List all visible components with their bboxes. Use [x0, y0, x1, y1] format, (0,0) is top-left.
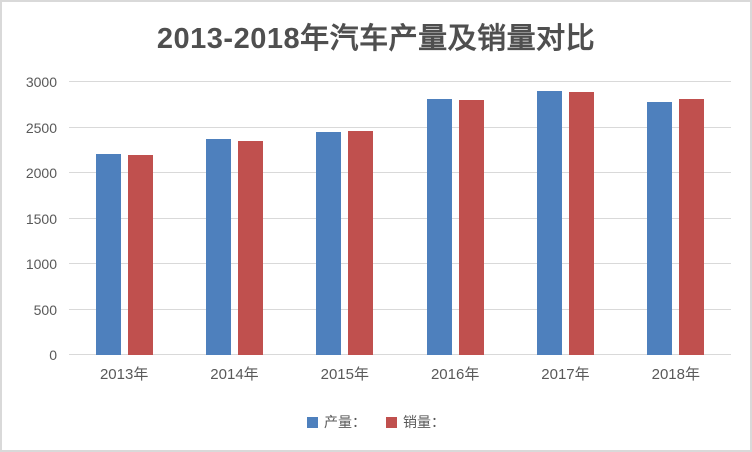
sales-bar: [568, 92, 594, 355]
sales-bar: [458, 99, 484, 355]
y-axis-tick-label: 2000: [25, 165, 57, 181]
bar-group: [621, 82, 731, 355]
x-axis-category-label: 2014年: [210, 366, 259, 383]
legend-label: 产量：: [324, 414, 366, 430]
y-axis-tick-label: 1000: [25, 256, 57, 272]
legend-item: 销量：: [386, 412, 445, 432]
legend: 产量： 销量：: [2, 412, 750, 432]
y-axis-tick-label: 1500: [25, 210, 57, 227]
y-axis-tick-label: 2500: [25, 119, 57, 136]
chart-title: 2013-2018年汽车产量及销量对比: [156, 23, 596, 55]
gridline-layer: [69, 81, 731, 355]
sales-bar: [127, 154, 153, 355]
sales-bar: [237, 141, 263, 355]
production-bar: [205, 139, 231, 355]
x-axis-category-label: 2016年: [430, 366, 480, 383]
x-axis-category-label: 2018年: [651, 366, 700, 383]
gridline: [69, 172, 731, 173]
gridline: [69, 263, 731, 264]
gridline: [69, 126, 731, 128]
sales-bar: [679, 99, 705, 355]
bar-groups-layer: [69, 82, 731, 355]
bar-group: [69, 82, 179, 355]
bar-group: [400, 82, 510, 355]
sales-bar: [348, 131, 374, 355]
production-bar: [426, 99, 452, 355]
x-axis-category-label: 2017年: [541, 366, 590, 383]
production-bar: [95, 153, 121, 355]
x-axis-category-label: 2013年: [99, 366, 149, 383]
production-bar: [647, 101, 673, 355]
production-bar: [536, 90, 562, 355]
gridline: [69, 354, 731, 355]
bar-group: [179, 82, 289, 355]
y-axis-tick-label: 0: [49, 347, 57, 363]
bar-group: [510, 82, 620, 355]
y-axis: 0 500 1000 1500 2000 2500 3000: [2, 74, 61, 363]
legend-swatch-sales: [386, 416, 397, 428]
legend-item: 产量：: [307, 412, 366, 432]
bar-group: [290, 82, 400, 355]
legend-label: 销量：: [403, 414, 445, 430]
y-axis-tick-label: 3000: [25, 74, 57, 90]
x-axis: 2013年 2014年 2015年 2016年 2017年 2018年: [69, 363, 731, 384]
x-axis-category-label: 2015年: [320, 366, 369, 383]
y-axis-tick-label: 500: [33, 301, 57, 318]
plot-area: [69, 81, 731, 355]
production-bar: [316, 132, 342, 355]
gridline: [69, 217, 731, 219]
gridline: [69, 81, 731, 82]
gridline: [69, 308, 731, 310]
legend-swatch-production: [307, 416, 318, 428]
